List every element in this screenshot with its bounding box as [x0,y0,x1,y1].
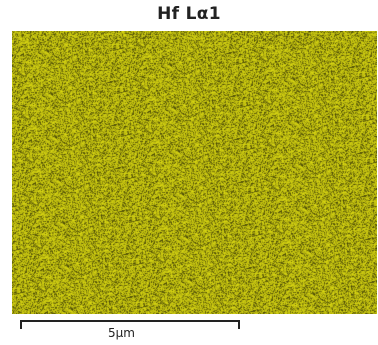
scale-bar [20,320,240,329]
scale-bar-label: 5μm [108,326,135,340]
hf-distribution-map-image [12,31,377,314]
scale-bar-left-tick [20,320,22,329]
eds-element-map [12,31,377,314]
scale-bar-right-tick [238,320,240,329]
scale-bar-line [20,320,240,322]
element-map-title: Hf Lα1 [157,4,221,24]
